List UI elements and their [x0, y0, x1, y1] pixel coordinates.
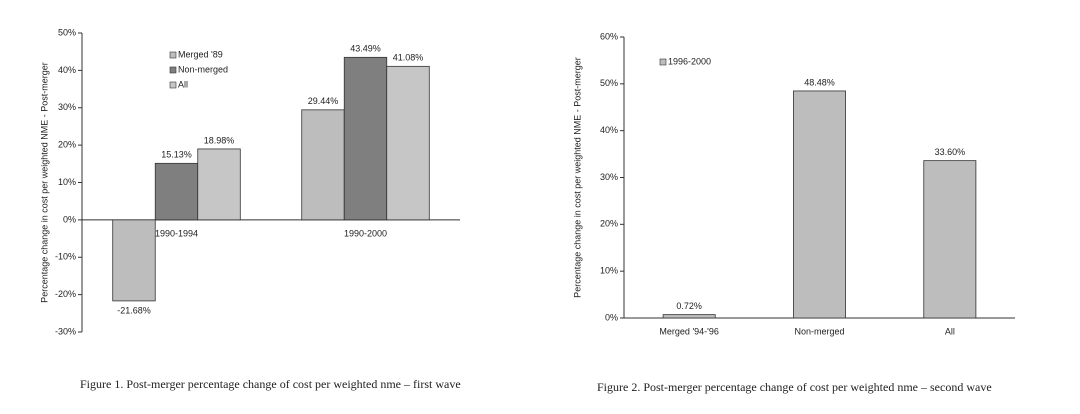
- y-tick-label: 10%: [58, 177, 76, 187]
- x-tick-label: Merged '94-'96: [659, 326, 718, 336]
- bar: [793, 90, 846, 319]
- legend-swatch: [659, 58, 667, 66]
- x-tick-label: Non-merged: [794, 326, 844, 336]
- figure-caption: Figure 1. Post-merger percentage change …: [80, 377, 461, 391]
- bar: [386, 65, 430, 221]
- legend-label: Non-merged: [178, 64, 228, 74]
- y-tick-label: 50%: [58, 27, 76, 37]
- bar: [154, 162, 199, 221]
- bar: [301, 109, 345, 221]
- bar: [343, 56, 388, 221]
- bar: [923, 160, 977, 319]
- value-label: 29.44%: [308, 96, 339, 106]
- y-tick-label: 0%: [605, 312, 618, 322]
- y-axis-label: Percentage change in cost per weighted N…: [572, 57, 582, 298]
- y-axis-label: Percentage change in cost per weighted N…: [39, 62, 49, 303]
- y-tick-label: 30%: [600, 172, 618, 182]
- y-tick-label: -10%: [55, 252, 76, 262]
- legend-swatch: [169, 81, 177, 89]
- y-tick-label: 20%: [58, 140, 76, 150]
- x-tick-label: 1990-1994: [155, 228, 198, 238]
- y-tick-label: -20%: [55, 289, 76, 299]
- x-tick-label: All: [945, 326, 955, 336]
- y-tick-label: 60%: [600, 31, 618, 41]
- y-tick-label: 10%: [600, 266, 618, 276]
- value-label: -21.68%: [117, 305, 151, 315]
- y-tick-label: -30%: [55, 326, 76, 336]
- y-tick-label: 20%: [600, 219, 618, 229]
- bar: [112, 219, 156, 302]
- bar: [197, 148, 241, 221]
- value-label: 33.60%: [935, 147, 966, 157]
- legend-swatch: [169, 66, 177, 74]
- value-label: 15.13%: [161, 150, 192, 160]
- value-label: 41.08%: [393, 53, 424, 63]
- legend-label: Merged '89: [178, 49, 223, 59]
- bar: [662, 314, 716, 319]
- y-tick-label: 30%: [58, 102, 76, 112]
- y-tick-label: 40%: [600, 125, 618, 135]
- value-label: 43.49%: [350, 44, 381, 54]
- value-label: 48.48%: [804, 77, 835, 87]
- x-tick-label: 1990-2000: [344, 228, 387, 238]
- value-label: 18.98%: [204, 135, 235, 145]
- figure-caption: Figure 2. Post-merger percentage change …: [597, 380, 992, 394]
- y-tick-label: 0%: [63, 214, 76, 224]
- legend-swatch: [169, 51, 177, 59]
- y-tick-label: 40%: [58, 65, 76, 75]
- legend-label: 1996-2000: [668, 56, 711, 66]
- legend-label: All: [178, 79, 188, 89]
- value-label: 0.72%: [676, 301, 702, 311]
- y-tick-label: 50%: [600, 78, 618, 88]
